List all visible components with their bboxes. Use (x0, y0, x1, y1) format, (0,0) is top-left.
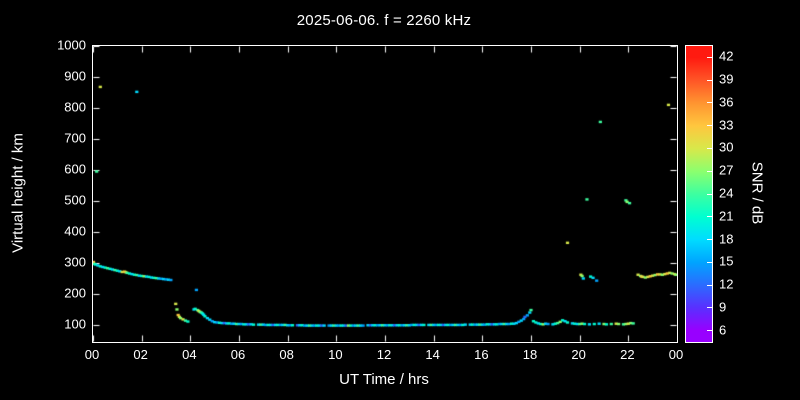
colorbar-tick-mark (707, 307, 712, 309)
colorbar-tick-label: 33 (719, 117, 734, 133)
y-tick-label: 300 (64, 254, 86, 270)
colorbar-tick-mark (707, 147, 712, 149)
y-tick-label: 500 (64, 192, 86, 208)
colorbar-tick-mark (707, 239, 712, 241)
x-tick-label: 10 (328, 347, 343, 362)
colorbar-tick-label: 15 (719, 253, 734, 269)
colorbar-tick-label: 36 (719, 94, 734, 110)
y-tick-label: 100 (64, 316, 86, 332)
x-tick-label: 02 (133, 347, 148, 362)
colorbar-tick-label: 24 (719, 185, 734, 201)
x-tick-label: 00 (668, 347, 684, 362)
chart-title: 2025-06-06. f = 2260 kHz (296, 12, 472, 29)
colorbar-tick-label: 39 (719, 71, 734, 87)
y-tick-label: 200 (64, 285, 86, 301)
colorbar-tick-label: 18 (719, 231, 734, 247)
colorbar-tick-mark (707, 193, 712, 195)
x-tick-label: 18 (522, 347, 538, 362)
x-tick-label: 14 (425, 347, 440, 362)
colorbar-tick-label: 27 (719, 162, 734, 178)
colorbar-tick-mark (707, 170, 712, 172)
y-tick-label: 900 (64, 68, 86, 84)
x-tick-label: 08 (279, 347, 294, 362)
x-tick-label: 06 (230, 347, 246, 362)
y-tick-label: 700 (64, 130, 86, 146)
colorbar (685, 45, 713, 343)
colorbar-tick-label: 21 (719, 208, 734, 224)
plot-area (92, 45, 678, 343)
x-tick-label: 00 (84, 347, 100, 362)
colorbar-tick-mark (707, 284, 712, 286)
colorbar-tick-label: 30 (719, 139, 734, 155)
colorbar-tick-label: 9 (719, 299, 727, 315)
colorbar-tick-label: 42 (719, 48, 734, 64)
colorbar-tick-mark (707, 56, 712, 58)
x-tick-label: 04 (182, 347, 197, 362)
scatter-canvas (93, 46, 677, 342)
x-axis-label: UT Time / hrs (339, 371, 429, 388)
x-tick-label: 20 (571, 347, 586, 362)
colorbar-tick-mark (707, 330, 712, 332)
x-tick-label: 22 (620, 347, 635, 362)
x-tick-label: 12 (376, 347, 392, 362)
colorbar-tick-label: 6 (719, 322, 727, 338)
y-tick-label: 800 (64, 99, 86, 115)
colorbar-tick-mark (707, 102, 712, 104)
colorbar-tick-mark (707, 216, 712, 218)
y-tick-label: 600 (64, 161, 86, 177)
y-tick-label: 1000 (57, 37, 86, 53)
colorbar-tick-label: 12 (719, 276, 734, 292)
x-tick-label: 16 (474, 347, 489, 362)
colorbar-tick-mark (707, 125, 712, 127)
colorbar-tick-mark (707, 261, 712, 263)
y-axis-label: Virtual height / km (9, 133, 27, 253)
y-tick-label: 400 (64, 223, 86, 239)
colorbar-tick-mark (707, 79, 712, 81)
